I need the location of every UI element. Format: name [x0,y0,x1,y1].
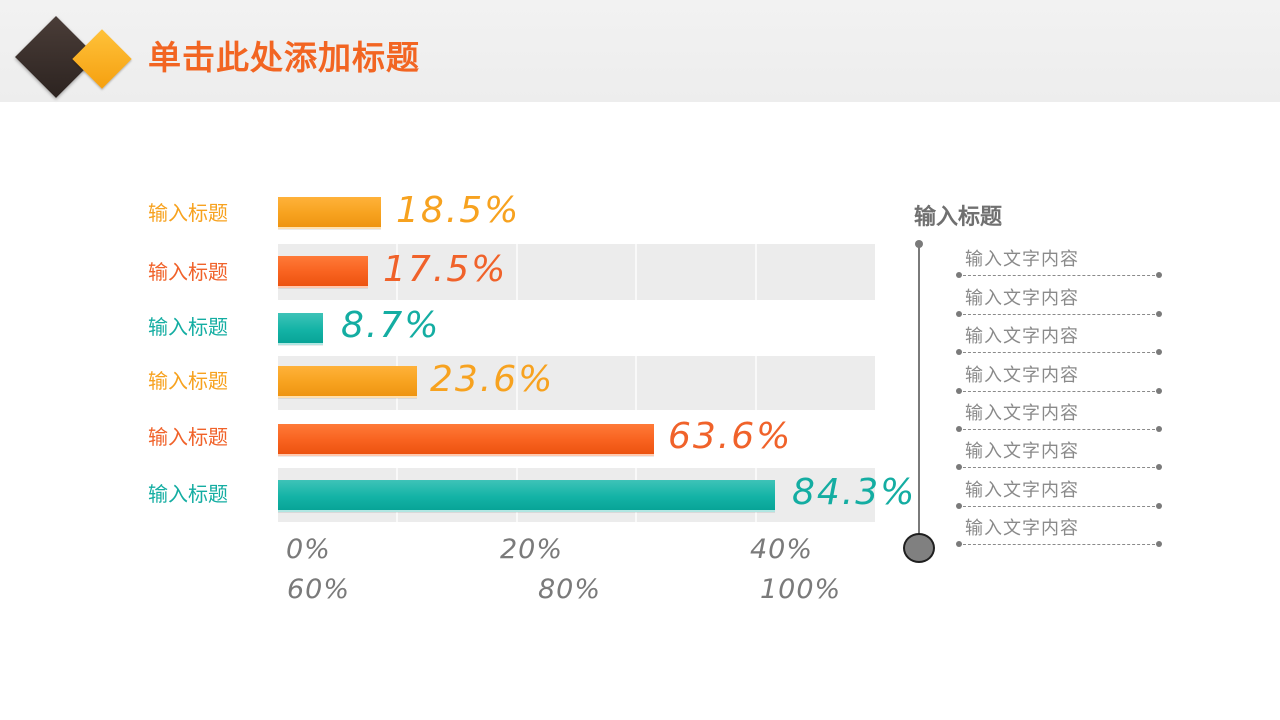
bar[interactable] [278,366,417,398]
axis-tick: 100% [760,574,842,605]
bullet-dot-icon [1156,464,1162,470]
bullet-dot-icon [1156,541,1162,547]
axis-tick: 0% [286,534,331,565]
value-label: 18.5% [396,190,521,231]
row-label: 输入标题 [148,369,228,393]
bullet-dot-icon [956,388,962,394]
list-item-text: 输入文字内容 [965,249,1079,270]
bar[interactable] [278,256,368,288]
row-label: 输入标题 [148,201,228,225]
axis-tick: 40% [750,534,814,565]
value-label: 63.6% [668,416,793,457]
timeline-end-knob-icon [903,533,935,563]
grid-line [755,244,757,300]
list-item[interactable]: 输入文字内容 [956,517,1162,551]
axis-tick: 60% [287,574,351,605]
dashed-divider [958,429,1160,430]
row-label: 输入标题 [148,425,228,449]
dashed-divider [958,467,1160,468]
value-label: 17.5% [383,249,508,290]
bar[interactable] [278,313,323,345]
bullet-dot-icon [1156,388,1162,394]
row-label: 输入标题 [148,260,228,284]
bar[interactable] [278,197,381,229]
chart-band [278,244,875,300]
bullet-dot-icon [1156,272,1162,278]
grid-line [516,356,518,410]
list-item[interactable]: 输入文字内容 [956,325,1162,359]
bullet-dot-icon [956,541,962,547]
list-item[interactable]: 输入文字内容 [956,440,1162,474]
value-label: 84.3% [792,472,917,513]
header-bar: 单击此处添加标题 [0,0,1280,102]
dashed-divider [958,506,1160,507]
bullet-dot-icon [956,272,962,278]
row-label: 输入标题 [148,315,228,339]
axis-tick: 20% [500,534,564,565]
dashed-divider [958,314,1160,315]
grid-line [635,356,637,410]
list-item[interactable]: 输入文字内容 [956,287,1162,321]
bullet-dot-icon [956,503,962,509]
list-item-text: 输入文字内容 [965,403,1079,424]
bullet-dot-icon [956,311,962,317]
dashed-divider [958,391,1160,392]
bullet-dot-icon [1156,503,1162,509]
grid-line [755,356,757,410]
value-label: 8.7% [341,305,441,346]
grid-line [396,244,398,300]
list-item[interactable]: 输入文字内容 [956,248,1162,282]
bullet-dot-icon [1156,349,1162,355]
row-label: 输入标题 [148,482,228,506]
bullet-dot-icon [956,426,962,432]
timeline-line [918,243,920,543]
bar[interactable] [278,424,654,456]
list-item-text: 输入文字内容 [965,365,1079,386]
bullet-dot-icon [956,464,962,470]
page-title[interactable]: 单击此处添加标题 [148,38,420,77]
list-item[interactable]: 输入文字内容 [956,479,1162,513]
dashed-divider [958,352,1160,353]
list-item-text: 输入文字内容 [965,441,1079,462]
axis-tick: 80% [538,574,602,605]
bar[interactable] [278,480,775,512]
bullet-dot-icon [1156,426,1162,432]
list-item-text: 输入文字内容 [965,288,1079,309]
dashed-divider [958,275,1160,276]
dashed-divider [958,544,1160,545]
value-label: 23.6% [430,359,555,400]
list-item[interactable]: 输入文字内容 [956,364,1162,398]
timeline-start-dot-icon [915,240,923,248]
bullet-dot-icon [1156,311,1162,317]
list-item[interactable]: 输入文字内容 [956,402,1162,436]
list-item-text: 输入文字内容 [965,518,1079,539]
bullet-dot-icon [956,349,962,355]
list-item-text: 输入文字内容 [965,326,1079,347]
grid-line [635,244,637,300]
grid-line [516,244,518,300]
list-item-text: 输入文字内容 [965,480,1079,501]
side-panel-title[interactable]: 输入标题 [914,204,1003,230]
